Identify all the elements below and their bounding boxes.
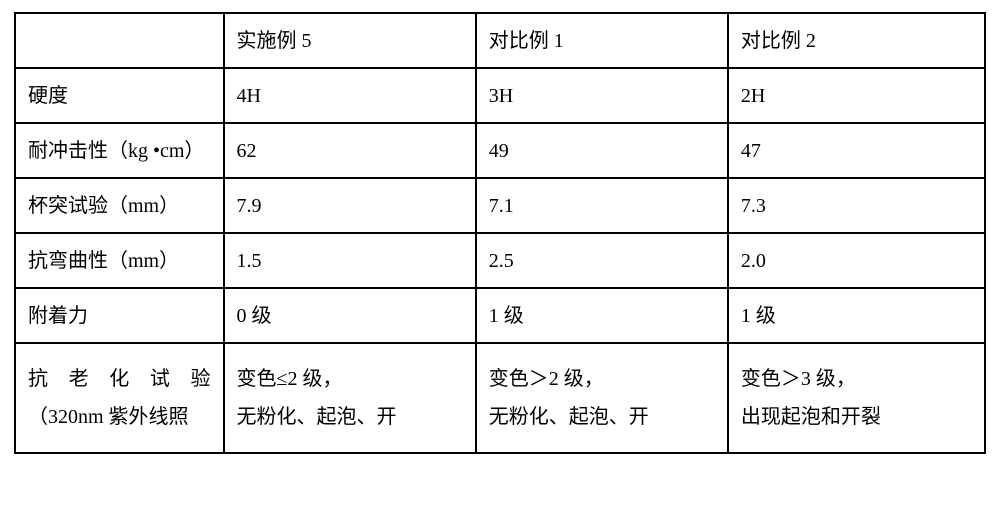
data-cell: 7.3 (728, 178, 985, 233)
table-row: 附着力 0 级 1 级 1 级 (15, 288, 985, 343)
row-label-cell: 硬度 (15, 68, 224, 123)
data-value: 7.1 (477, 181, 727, 231)
header-cell: 对比例 2 (728, 13, 985, 68)
data-value: 2.5 (477, 236, 727, 286)
data-cell: 1 级 (476, 288, 728, 343)
data-cell: 2.5 (476, 233, 728, 288)
table-row: 硬度 4H 3H 2H (15, 68, 985, 123)
data-cell: 2.0 (728, 233, 985, 288)
header-label-2: 对比例 1 (477, 16, 727, 66)
header-label-0 (16, 35, 223, 47)
data-value: 1.5 (225, 236, 475, 286)
data-value-line1: 变色＞3 级， (741, 360, 972, 398)
data-value: 3H (477, 71, 727, 121)
row-label-aging-line1: 抗老化试验 (28, 360, 211, 398)
header-label-3: 对比例 2 (729, 16, 984, 66)
data-value: 1 级 (477, 291, 727, 341)
data-cell: 变色＞3 级， 出现起泡和开裂 (728, 343, 985, 453)
data-value-line2: 无粉化、起泡、开 (237, 398, 463, 436)
table-row-multiline: 抗老化试验 （320nm 紫外线照 变色≤2 级， 无粉化、起泡、开 变色＞2 … (15, 343, 985, 453)
data-value-line2: 无粉化、起泡、开 (489, 398, 715, 436)
row-label-cell: 抗老化试验 （320nm 紫外线照 (15, 343, 224, 453)
data-value-line2: 出现起泡和开裂 (741, 398, 972, 436)
row-label-aging-wrapper: 抗老化试验 （320nm 紫外线照 (16, 354, 223, 442)
table-header-row: 实施例 5 对比例 1 对比例 2 (15, 13, 985, 68)
header-cell: 对比例 1 (476, 13, 728, 68)
data-cell: 0 级 (224, 288, 476, 343)
row-label-impact: 耐冲击性（kg •cm） (16, 126, 223, 176)
row-label-cell: 杯突试验（mm） (15, 178, 224, 233)
data-value-wrapper: 变色≤2 级， 无粉化、起泡、开 (225, 354, 475, 442)
row-label-bending: 抗弯曲性（mm） (16, 236, 223, 286)
row-label-cell: 耐冲击性（kg •cm） (15, 123, 224, 178)
data-value-line1: 变色≤2 级， (237, 360, 463, 398)
data-cell: 1.5 (224, 233, 476, 288)
data-cell: 变色＞2 级， 无粉化、起泡、开 (476, 343, 728, 453)
comparison-table: 实施例 5 对比例 1 对比例 2 硬度 4H 3H 2H 耐冲击性（kg •c… (14, 12, 986, 454)
data-value: 4H (225, 71, 475, 121)
data-cell: 7.9 (224, 178, 476, 233)
data-cell: 47 (728, 123, 985, 178)
table-row: 耐冲击性（kg •cm） 62 49 47 (15, 123, 985, 178)
data-value: 7.9 (225, 181, 475, 231)
data-value: 0 级 (225, 291, 475, 341)
data-value: 1 级 (729, 291, 984, 341)
header-cell-blank (15, 13, 224, 68)
table-row: 杯突试验（mm） 7.9 7.1 7.3 (15, 178, 985, 233)
row-label-hardness: 硬度 (16, 71, 223, 121)
row-label-cell: 附着力 (15, 288, 224, 343)
data-value: 62 (225, 126, 475, 176)
row-label-adhesion: 附着力 (16, 291, 223, 341)
data-cell: 变色≤2 级， 无粉化、起泡、开 (224, 343, 476, 453)
data-value: 2.0 (729, 236, 984, 286)
data-cell: 7.1 (476, 178, 728, 233)
row-label-aging-line2: （320nm 紫外线照 (28, 398, 211, 436)
data-value-wrapper: 变色＞2 级， 无粉化、起泡、开 (477, 354, 727, 442)
data-value: 49 (477, 126, 727, 176)
data-value-line1: 变色＞2 级， (489, 360, 715, 398)
data-cell: 49 (476, 123, 728, 178)
data-cell: 1 级 (728, 288, 985, 343)
data-value: 7.3 (729, 181, 984, 231)
data-value: 2H (729, 71, 984, 121)
table-row: 抗弯曲性（mm） 1.5 2.5 2.0 (15, 233, 985, 288)
header-cell: 实施例 5 (224, 13, 476, 68)
header-label-1: 实施例 5 (225, 16, 475, 66)
data-cell: 2H (728, 68, 985, 123)
data-cell: 4H (224, 68, 476, 123)
row-label-cupping: 杯突试验（mm） (16, 181, 223, 231)
data-value-wrapper: 变色＞3 级， 出现起泡和开裂 (729, 354, 984, 442)
row-label-cell: 抗弯曲性（mm） (15, 233, 224, 288)
data-cell: 62 (224, 123, 476, 178)
data-value: 47 (729, 126, 984, 176)
data-cell: 3H (476, 68, 728, 123)
